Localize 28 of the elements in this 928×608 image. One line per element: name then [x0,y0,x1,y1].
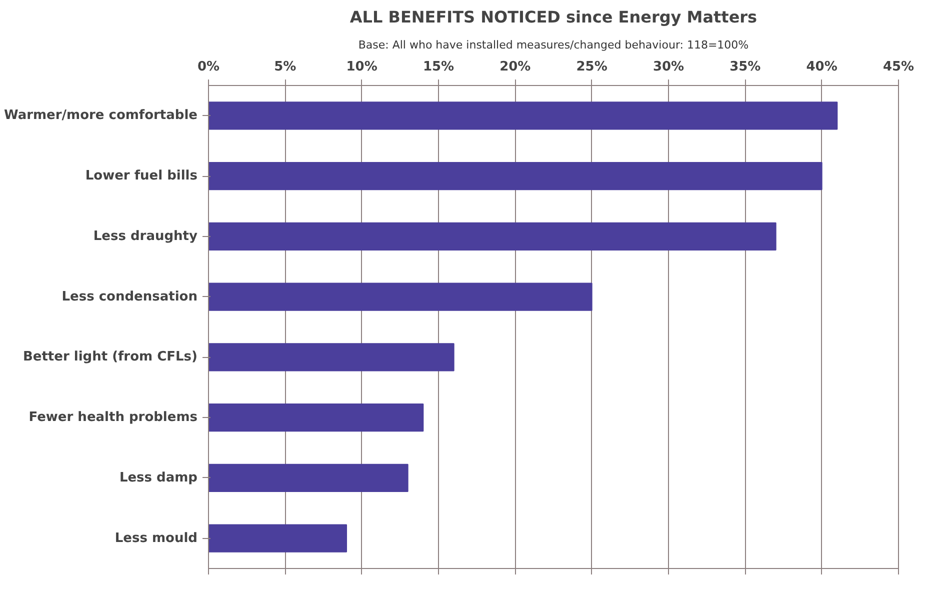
y-tick-label: Warmer/more comfortable [4,108,198,124]
x-tick-label: 5% [274,60,296,74]
y-tick-label: Lower fuel bills [85,168,198,184]
x-tick-label: 25% [576,60,608,74]
chart-title: ALL BENEFITS NOTICED since Energy Matters [350,8,758,26]
bar [208,464,408,492]
bar [208,102,838,130]
bar [208,343,454,372]
bar [208,222,776,251]
y-tick-label: Fewer health problems [28,410,198,426]
bar [208,162,822,190]
x-tick-label: 30% [652,60,684,74]
x-tick-label: 20% [500,60,531,74]
x-tick-label: 40% [806,60,838,74]
x-tick-label: 0% [197,60,220,74]
y-tick-label: Less condensation [62,289,198,304]
y-tick-label: Less damp [119,470,198,486]
y-tick-label: Less mould [114,530,198,546]
x-tick-label: 35% [730,60,761,74]
x-tick-label: 10% [346,60,378,74]
y-tick-label: Less draughty [93,228,198,244]
bar [208,403,424,432]
y-tick-label: Better light (from CFLs) [22,350,198,365]
bar [208,524,347,552]
bar [208,282,592,311]
chart-subtitle: Base: All who have installed measures/changed behaviour: 118=100% [358,38,749,52]
x-tick-label: 45% [882,60,914,74]
x-tick-label: 15% [422,60,454,74]
